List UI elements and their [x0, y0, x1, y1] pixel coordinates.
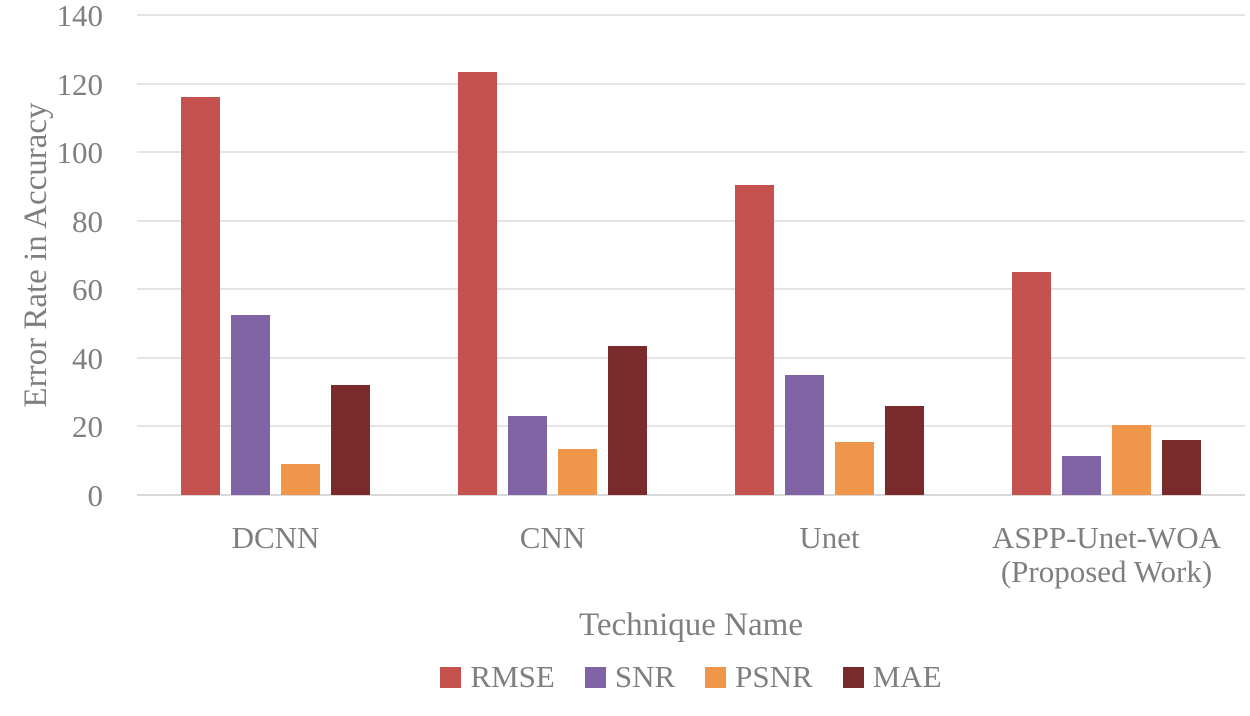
y-tick-label: 40 — [72, 340, 103, 376]
bar-mae-cnn — [608, 345, 647, 495]
bar-rmse-aspp-unet-woa — [1012, 272, 1051, 495]
y-tick-label: 120 — [56, 66, 104, 102]
legend-item-snr: SNR — [584, 659, 676, 695]
bar-group-unet — [691, 15, 968, 495]
category-label-line: DCNN — [231, 520, 320, 555]
legend-label: RMSE — [470, 659, 555, 694]
gridline — [137, 288, 1245, 291]
legend-item-mae: MAE — [842, 659, 942, 695]
bar-snr-cnn — [508, 416, 547, 495]
legend-label: MAE — [872, 659, 942, 694]
gridline — [137, 219, 1245, 222]
category-label: DCNN — [137, 521, 414, 589]
y-tick-label: 140 — [56, 0, 104, 33]
category-label-line: CNN — [519, 520, 586, 555]
gridline — [137, 151, 1245, 154]
legend-label: PSNR — [735, 659, 813, 694]
x-axis-category-labels: DCNN CNN Unet ASPP-Unet-WOA (Proposed Work) — [137, 521, 1245, 589]
y-tick-label: 20 — [72, 409, 103, 445]
plot-area — [137, 14, 1245, 496]
bar-groups — [137, 15, 1245, 495]
bar-rmse-unet — [735, 184, 774, 495]
y-tick-label: 80 — [72, 203, 103, 239]
bar-group-dcnn — [137, 15, 414, 495]
y-tick-label: 0 — [87, 478, 104, 513]
legend-swatch-rmse — [440, 666, 462, 688]
legend-item-rmse: RMSE — [440, 659, 555, 695]
x-axis-title: Technique Name — [578, 607, 803, 643]
category-label: CNN — [414, 521, 691, 589]
bar-psnr-unet — [835, 441, 874, 495]
y-tick-label: 100 — [56, 135, 104, 171]
bar-rmse-cnn — [458, 71, 497, 495]
y-tick-label: 60 — [72, 272, 103, 308]
x-axis-line — [137, 494, 1245, 496]
bar-mae-dcnn — [331, 385, 370, 495]
bar-psnr-aspp-unet-woa — [1112, 424, 1151, 495]
bar-snr-dcnn — [231, 315, 270, 495]
category-label-line: (Proposed Work) — [1000, 554, 1213, 589]
bar-mae-unet — [885, 405, 924, 495]
gridline — [137, 82, 1245, 85]
bar-psnr-cnn — [558, 448, 597, 495]
gridline — [137, 425, 1245, 428]
bar-snr-aspp-unet-woa — [1062, 455, 1101, 495]
bar-snr-unet — [785, 375, 824, 495]
legend-swatch-mae — [842, 666, 864, 688]
category-label: ASPP-Unet-WOA (Proposed Work) — [968, 521, 1245, 589]
bar-group-cnn — [414, 15, 691, 495]
legend-swatch-psnr — [705, 666, 727, 688]
category-label-line: Unet — [799, 520, 860, 555]
legend-item-psnr: PSNR — [705, 659, 813, 695]
bar-rmse-dcnn — [181, 97, 220, 495]
y-axis-ticks: 0 20 40 60 80 100 120 140 — [0, 0, 104, 511]
legend: RMSE SNR PSNR MAE — [137, 659, 1245, 695]
bar-mae-aspp-unet-woa — [1162, 440, 1201, 495]
gridline — [137, 356, 1245, 359]
category-label-line: ASPP-Unet-WOA — [991, 520, 1222, 555]
bar-psnr-dcnn — [281, 464, 320, 495]
gridline — [137, 14, 1245, 16]
category-label: Unet — [691, 521, 968, 589]
legend-label: SNR — [614, 659, 676, 694]
bar-group-aspp-unet-woa — [968, 15, 1245, 495]
legend-swatch-snr — [584, 666, 606, 688]
